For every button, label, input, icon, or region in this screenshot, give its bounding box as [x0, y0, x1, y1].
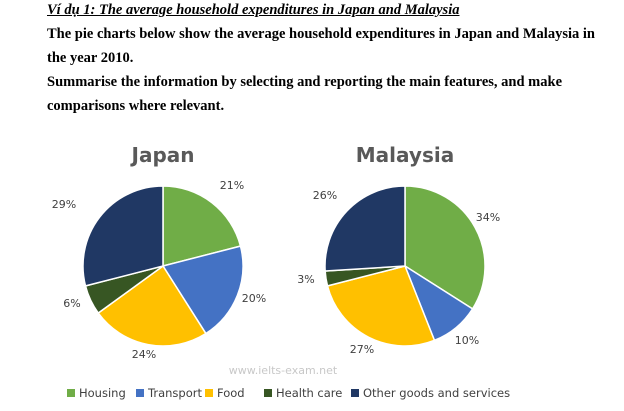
legend-swatch-other-goods-and-services	[351, 389, 359, 397]
chart-title: Malaysia	[356, 143, 454, 167]
data-label: 26%	[313, 189, 337, 202]
legend-label: Housing	[79, 386, 126, 400]
legend-label: Health care	[276, 386, 342, 400]
data-label: 6%	[63, 297, 80, 310]
data-label: 29%	[52, 198, 76, 211]
pie-slice-food	[97, 264, 207, 347]
watermark: www.ielts-exam.net	[229, 364, 338, 377]
chart-title: Japan	[130, 143, 195, 167]
pie-charts-svg: Japan 21% 20% 24% 6% 29% Malaysia 34% 10% 27% 3% 2…	[52, 143, 510, 400]
pie-slice-housing	[162, 185, 242, 267]
legend-label: Other goods and services	[363, 386, 510, 400]
pie-chart-malaysia: Malaysia 34% 10% 27% 3% 26%	[297, 143, 500, 356]
pie-slice-transport	[161, 245, 244, 335]
task-instruction: Summarise the information by selecting a…	[47, 74, 563, 114]
data-label: 27%	[350, 343, 374, 356]
chart-legend: Housing Transport Food Health care Other goo…	[67, 386, 510, 400]
data-label: 24%	[132, 348, 156, 361]
data-label: 21%	[220, 179, 244, 192]
data-label: 34%	[476, 211, 500, 224]
pie-charts-figure: Japan 21% 20% 24% 6% 29% Malaysia 34% 10% 27% 3% 2…	[0, 130, 624, 411]
pie-slice-other-goods-and-services	[82, 185, 164, 287]
pie-chart-japan: Japan 21% 20% 24% 6% 29%	[52, 143, 266, 361]
pie-slice-food	[326, 265, 436, 347]
legend-swatch-food	[205, 389, 213, 397]
legend-swatch-housing	[67, 389, 75, 397]
pie-slice-other-goods-and-services	[324, 185, 406, 272]
legend-label: Food	[217, 386, 245, 400]
legend-swatch-transport	[136, 389, 144, 397]
legend-label: Transport	[147, 386, 202, 400]
data-label: 20%	[242, 292, 266, 305]
example-heading: Ví dụ 1: The average household expenditu…	[47, 2, 460, 18]
legend-swatch-health-care	[264, 389, 272, 397]
data-label: 3%	[297, 273, 314, 286]
task-description: The pie charts below show the average ho…	[47, 26, 595, 66]
data-label: 10%	[455, 334, 479, 347]
